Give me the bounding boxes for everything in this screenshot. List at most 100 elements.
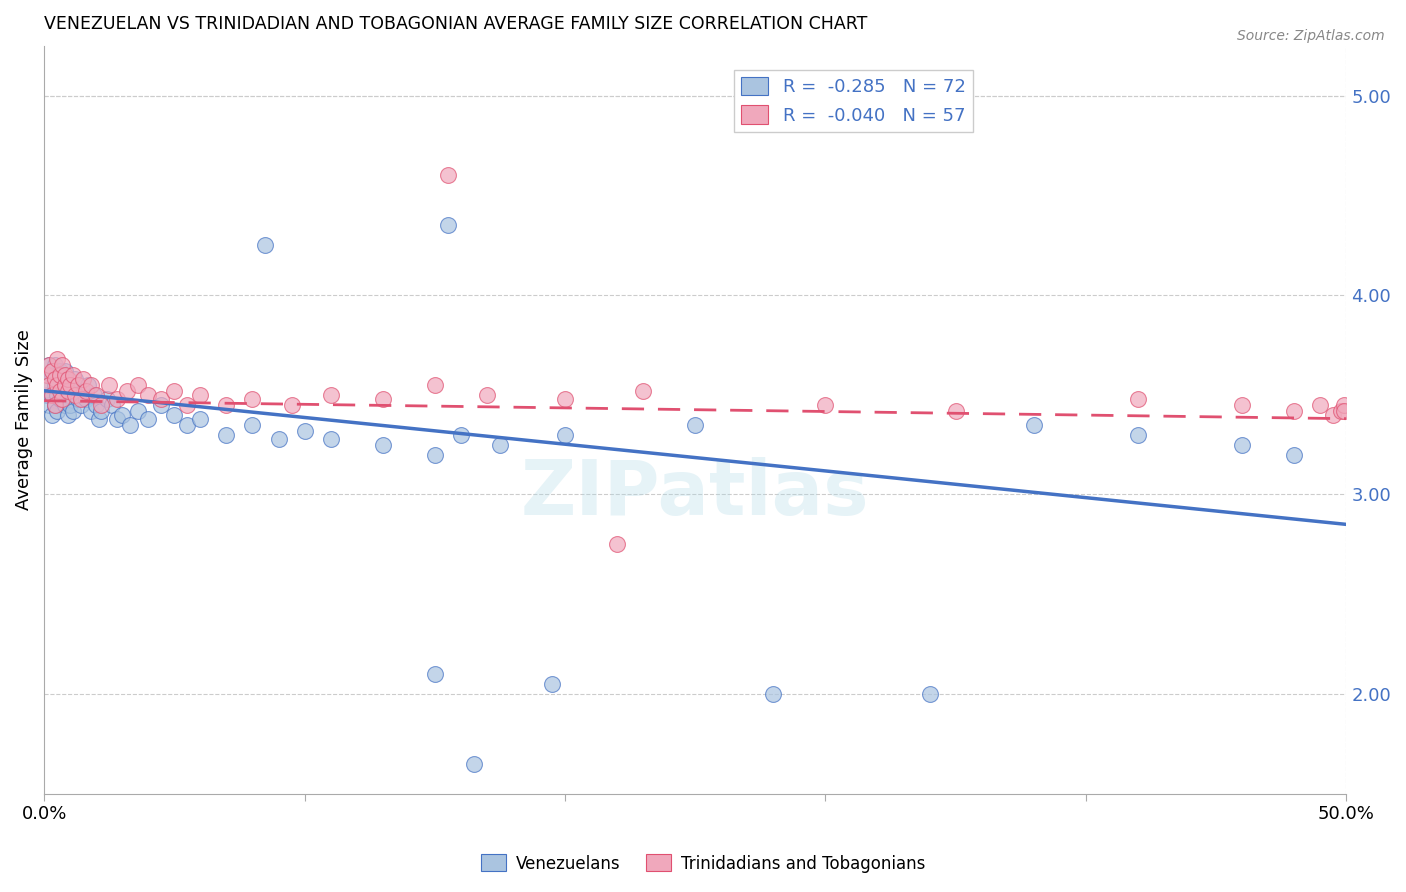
Point	[215, 398, 238, 412]
Point	[918, 687, 941, 701]
Point	[463, 756, 485, 771]
Point	[945, 403, 967, 417]
Point	[176, 398, 198, 412]
Point	[242, 417, 264, 432]
Point	[56, 384, 79, 398]
Point	[75, 392, 97, 406]
Point	[176, 417, 198, 432]
Point	[38, 398, 60, 412]
Point	[163, 408, 186, 422]
Point	[44, 398, 66, 412]
Point	[150, 392, 173, 406]
Point	[35, 368, 58, 382]
Point	[96, 392, 118, 406]
Point	[127, 377, 149, 392]
Point	[53, 364, 76, 378]
Point	[56, 408, 79, 422]
Point	[150, 398, 173, 412]
Point	[254, 238, 277, 252]
Point	[35, 368, 58, 382]
Point	[120, 417, 142, 432]
Point	[51, 358, 73, 372]
Point	[51, 388, 73, 402]
Point	[48, 377, 70, 392]
Point	[423, 377, 446, 392]
Point	[72, 372, 94, 386]
Point	[90, 403, 112, 417]
Point	[62, 384, 84, 398]
Point	[90, 398, 112, 412]
Point	[1330, 403, 1353, 417]
Point	[44, 358, 66, 372]
Point	[475, 388, 498, 402]
Text: Source: ZipAtlas.com: Source: ZipAtlas.com	[1237, 29, 1385, 43]
Point	[69, 398, 91, 412]
Point	[437, 169, 460, 183]
Point	[65, 372, 87, 386]
Point	[489, 437, 512, 451]
Point	[98, 377, 121, 392]
Point	[62, 403, 84, 417]
Point	[319, 432, 342, 446]
Point	[80, 403, 103, 417]
Point	[105, 411, 128, 425]
Point	[69, 392, 91, 406]
Point	[215, 427, 238, 442]
Point	[554, 427, 576, 442]
Point	[59, 398, 82, 412]
Point	[242, 392, 264, 406]
Point	[80, 377, 103, 392]
Point	[127, 403, 149, 417]
Point	[53, 398, 76, 412]
Point	[136, 388, 159, 402]
Point	[46, 368, 69, 382]
Point	[59, 377, 82, 392]
Point	[683, 417, 706, 432]
Point	[117, 384, 139, 398]
Point	[46, 351, 69, 366]
Y-axis label: Average Family Size: Average Family Size	[15, 329, 32, 510]
Point	[87, 411, 110, 425]
Point	[1126, 427, 1149, 442]
Point	[38, 358, 60, 372]
Point	[48, 368, 70, 382]
Point	[371, 437, 394, 451]
Point	[371, 392, 394, 406]
Point	[1022, 417, 1045, 432]
Point	[1322, 408, 1344, 422]
Point	[46, 403, 69, 417]
Point	[41, 408, 63, 422]
Point	[46, 377, 69, 392]
Point	[51, 392, 73, 406]
Point	[541, 677, 564, 691]
Point	[1126, 392, 1149, 406]
Point	[1284, 448, 1306, 462]
Point	[38, 377, 60, 392]
Point	[1232, 437, 1254, 451]
Point	[83, 388, 105, 402]
Point	[1284, 403, 1306, 417]
Point	[554, 392, 576, 406]
Point	[72, 384, 94, 398]
Point	[101, 398, 124, 412]
Text: VENEZUELAN VS TRINIDADIAN AND TOBAGONIAN AVERAGE FAMILY SIZE CORRELATION CHART: VENEZUELAN VS TRINIDADIAN AND TOBAGONIAN…	[44, 15, 868, 33]
Point	[1333, 398, 1355, 412]
Point	[105, 392, 128, 406]
Point	[280, 398, 302, 412]
Point	[62, 368, 84, 382]
Point	[48, 384, 70, 398]
Point	[41, 364, 63, 378]
Point	[267, 432, 290, 446]
Point	[44, 398, 66, 412]
Point	[319, 388, 342, 402]
Legend: Venezuelans, Trinidadians and Tobagonians: Venezuelans, Trinidadians and Tobagonian…	[474, 847, 932, 880]
Point	[294, 424, 316, 438]
Point	[136, 411, 159, 425]
Text: ZIPatlas: ZIPatlas	[522, 458, 869, 532]
Point	[77, 377, 100, 392]
Point	[56, 388, 79, 402]
Point	[190, 411, 212, 425]
Point	[450, 427, 472, 442]
Point	[1333, 403, 1355, 417]
Point	[1232, 398, 1254, 412]
